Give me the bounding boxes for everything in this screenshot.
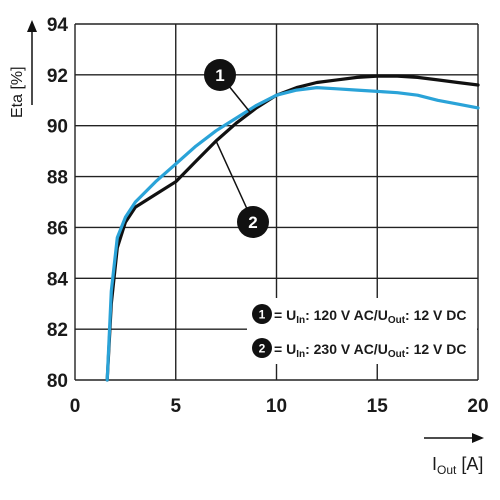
series-line-2	[105, 86, 480, 382]
y-tick-labels: 80 82 84 86 88 90 92 94	[47, 15, 69, 392]
legend: 1 = UIn: 120 V AC/UOut: 12 V DC2 = UIn: 23…	[247, 298, 477, 364]
legend-background	[247, 298, 477, 364]
y-tick-label: 94	[47, 15, 69, 36]
x-axis-arrow-head	[472, 433, 484, 443]
y-axis-label: Eta [%]	[9, 66, 26, 118]
y-tick-label: 86	[47, 218, 68, 239]
series-lines	[105, 74, 480, 382]
callout-number-2: 2	[248, 213, 257, 232]
legend-text-part: = U	[274, 341, 296, 357]
legend-subscript: Out	[388, 349, 406, 360]
x-tick-label: 15	[367, 396, 389, 417]
y-tick-label: 80	[47, 371, 68, 392]
legend-subscript: In	[296, 315, 305, 326]
x-tick-label: 0	[70, 396, 81, 417]
x-tick-label: 5	[170, 396, 181, 417]
legend-text-part: = U	[274, 307, 296, 323]
callout-marker-1	[204, 59, 236, 91]
y-tick-label: 82	[47, 320, 68, 341]
legend-text-part: : 12 V DC	[405, 341, 466, 357]
y-tick-label: 88	[47, 168, 68, 189]
legend-marker-1	[252, 304, 272, 324]
legend-entry-1: = UIn: 120 V AC/UOut: 12 V DC	[274, 307, 467, 326]
y-tick-label: 90	[47, 117, 68, 138]
x-tick-label: 10	[266, 396, 287, 417]
y-axis-title: Eta [%]	[9, 20, 37, 118]
legend-text-part: : 120 V AC/U	[305, 307, 388, 323]
legend-text-part: : 12 V DC	[405, 307, 466, 323]
legend-marker-number-1: 1	[259, 308, 266, 322]
legend-entry-2: = UIn: 230 V AC/UOut: 12 V DC	[274, 341, 467, 360]
callout-marker-2	[237, 206, 269, 238]
callout-number-1: 1	[215, 66, 224, 85]
legend-subscript: Out	[388, 315, 406, 326]
legend-marker-number-2: 2	[259, 342, 266, 356]
y-tick-label: 92	[47, 66, 68, 87]
x-tick-label: 20	[467, 396, 488, 417]
y-tick-label: 84	[47, 269, 69, 290]
x-axis-title: IOut [A]	[424, 433, 484, 477]
x-axis-label-sub: Out	[437, 463, 457, 477]
legend-marker-2	[252, 338, 272, 358]
callouts: 12	[204, 59, 269, 238]
grid	[74, 23, 479, 381]
legend-text-part: : 230 V AC/U	[305, 341, 388, 357]
legend-subscript: In	[296, 349, 305, 360]
x-axis-label-unit: [A]	[456, 454, 483, 474]
x-axis-label-main: I	[432, 454, 437, 474]
x-axis-label: IOut [A]	[432, 454, 483, 477]
x-tick-labels: 0 5 10 15 20	[70, 396, 489, 417]
y-axis-arrow-head	[27, 20, 37, 32]
